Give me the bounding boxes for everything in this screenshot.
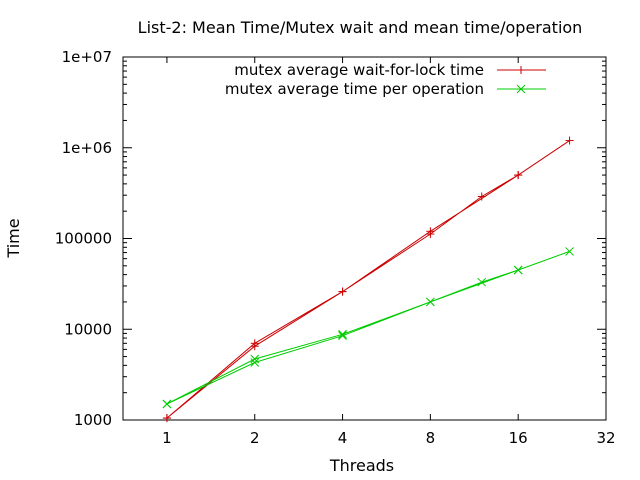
plot-frame [122, 56, 607, 421]
x-tick-label: 2 [250, 429, 260, 447]
data-point [338, 329, 347, 339]
data-point [162, 399, 172, 409]
data-point [426, 297, 435, 307]
y-tick-label: 100000 [55, 230, 112, 248]
x-tick-label: 1 [162, 429, 172, 447]
series-line [166, 140, 570, 419]
y-axis-label: Time [4, 218, 23, 258]
data-point [338, 331, 347, 341]
data-point [565, 247, 574, 256]
series-layer [162, 136, 574, 423]
data-point [513, 265, 523, 275]
series-1 [162, 136, 574, 423]
x-tick-label: 8 [426, 429, 436, 447]
y-tick-label: 1000 [74, 411, 112, 429]
y-tick-label: 1e+07 [62, 48, 112, 66]
y-tick-label: 10000 [64, 320, 112, 338]
data-point [477, 277, 487, 287]
legend-label: mutex average wait-for-lock time [234, 61, 484, 79]
series-2 [162, 247, 574, 409]
data-point [250, 358, 260, 367]
x-tick-label: 4 [338, 429, 348, 447]
legend-label: mutex average time per operation [225, 80, 484, 98]
legend-marker [516, 84, 526, 94]
chart-title: List-2: Mean Time/Mutex wait and mean ti… [138, 18, 583, 37]
series-line [166, 250, 570, 405]
x-tick-label: 32 [596, 429, 615, 447]
data-point [250, 354, 260, 364]
x-axis-label: Threads [329, 456, 394, 475]
y-ticks: 1000 10000 100000 1e+06 1e+07 [55, 48, 606, 429]
x-ticks: 1 2 4 8 16 32 [162, 57, 616, 447]
x-tick-label: 16 [509, 429, 528, 447]
y-tick-label: 1e+06 [62, 139, 112, 157]
